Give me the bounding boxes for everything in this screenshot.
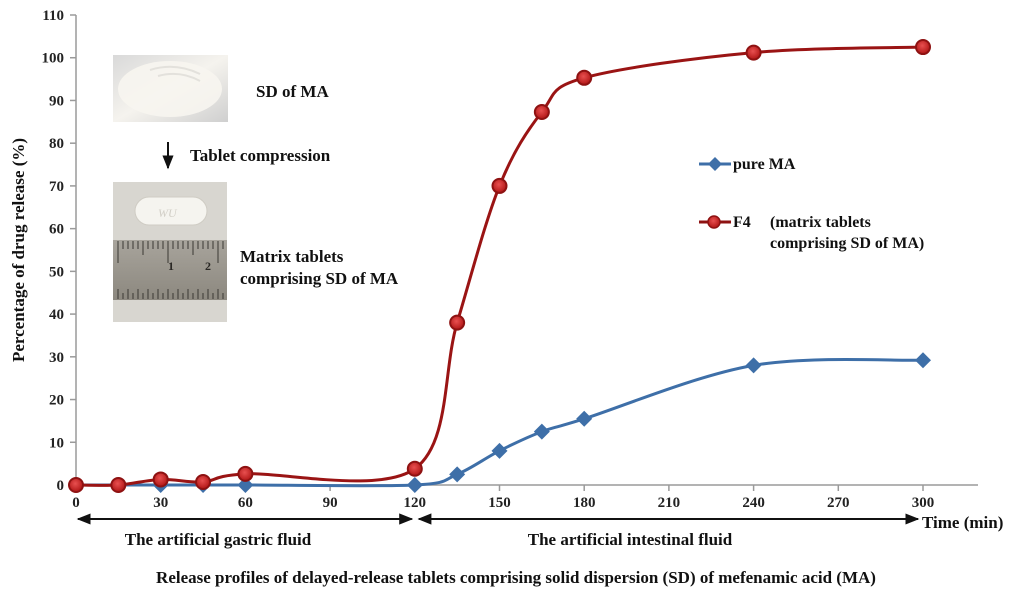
y-axis-label: Percentage of drug release (%) [9,138,28,362]
x-tick-label: 90 [323,495,338,511]
series-f4 [68,39,931,493]
legend-detail-f4-line-1: (matrix tablets [770,214,871,231]
data-point-circle [491,177,508,194]
data-point-circle [915,39,931,56]
x-tick-label: 150 [488,495,511,511]
y-tick-label: 0 [57,478,65,494]
data-point-diamond [533,423,550,440]
powder-label: SD of MA [256,82,329,101]
process-label: Tablet compression [190,146,331,165]
x-tick-label: 180 [573,495,596,511]
x-tick-label: 30 [153,495,168,511]
gastric-phase-label: The artificial gastric fluid [125,530,312,549]
y-tick-label: 60 [49,222,64,238]
legend-label-pure-ma: pure MA [733,156,796,173]
x-ticks: 0 30 60 90 120 150 180 210 240 270 300 [72,485,934,511]
data-point-circle [533,103,550,120]
data-point-circle [68,477,84,493]
powder-photo [113,55,228,122]
y-tick-label: 70 [49,179,64,195]
x-axis-label: Time (min) [922,513,1003,532]
x-tick-label: 240 [742,495,765,511]
svg-text:2: 2 [205,259,211,273]
x-tick-label: 270 [827,495,850,511]
y-tick-label: 90 [49,93,64,109]
data-point-diamond [406,477,423,493]
svg-text:1: 1 [168,259,174,273]
legend-circle-marker-icon [707,215,721,229]
data-point-circle [406,460,423,477]
x-tick-label: 120 [404,495,427,511]
data-point-diamond [449,466,466,483]
y-tick-label: 10 [49,435,64,451]
intestinal-phase-label: The artificial intestinal fluid [528,530,733,549]
data-point-diamond [237,477,254,493]
svg-text:WU: WU [158,206,178,220]
data-point-circle [195,474,212,491]
data-point-diamond [915,352,931,369]
data-point-circle [449,314,466,331]
legend-diamond-marker-icon [708,157,722,171]
x-tick-label: 0 [72,495,80,511]
tablet-label-line-1: Matrix tablets [240,247,344,266]
series-line [76,357,924,488]
y-tick-label: 100 [42,51,65,67]
data-point-circle [745,44,762,61]
tablet-label-line-2: comprising SD of MA [240,269,399,288]
legend-item-f4: F4 (matrix tablets comprising SD of MA) [699,214,924,252]
data-point-circle [152,471,169,488]
chart-title: Release profiles of delayed-release tabl… [156,568,876,587]
series-pure-ma [68,352,931,493]
x-tick-label: 60 [238,495,253,511]
data-point-diamond [745,357,762,374]
data-point-diamond [491,442,508,459]
data-point-diamond [576,410,593,427]
legend-item-pure-ma: pure MA [699,156,796,173]
data-point-circle [237,465,254,482]
x-tick-label: 210 [658,495,681,511]
y-tick-label: 20 [49,393,64,409]
y-tick-label: 40 [49,307,64,323]
y-tick-label: 50 [49,264,64,280]
data-point-circle [110,477,127,493]
data-point-circle [576,69,593,86]
legend-label-f4: F4 [733,214,751,231]
series-layer [68,39,931,493]
tablet-photo: WU 1 2 [113,182,227,322]
legend: pure MA F4 (matrix tablets comprising SD… [699,156,924,252]
y-tick-label: 80 [49,136,64,152]
y-tick-label: 30 [49,350,64,366]
x-tick-label: 300 [912,495,935,511]
y-ticks: 0 10 20 30 40 50 60 70 80 90 100 110 [42,8,76,494]
y-tick-label: 110 [42,8,64,24]
legend-detail-f4-line-2: comprising SD of MA) [770,235,924,252]
